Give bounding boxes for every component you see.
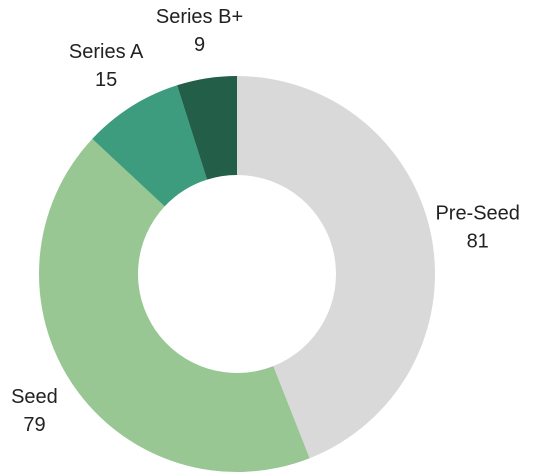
donut-slice bbox=[237, 76, 435, 459]
slice-value: 9 bbox=[194, 34, 205, 56]
donut-slice bbox=[177, 76, 237, 180]
donut-slice bbox=[39, 138, 310, 472]
donut-slice bbox=[92, 85, 208, 207]
slice-label: Series B+ bbox=[156, 6, 243, 28]
slice-label: Series A bbox=[69, 41, 144, 63]
slice-label: Seed bbox=[11, 386, 58, 408]
slice-value: 79 bbox=[23, 414, 45, 436]
slice-value: 15 bbox=[95, 69, 117, 91]
slice-value: 81 bbox=[467, 231, 489, 253]
slice-label: Pre-Seed bbox=[435, 203, 520, 225]
